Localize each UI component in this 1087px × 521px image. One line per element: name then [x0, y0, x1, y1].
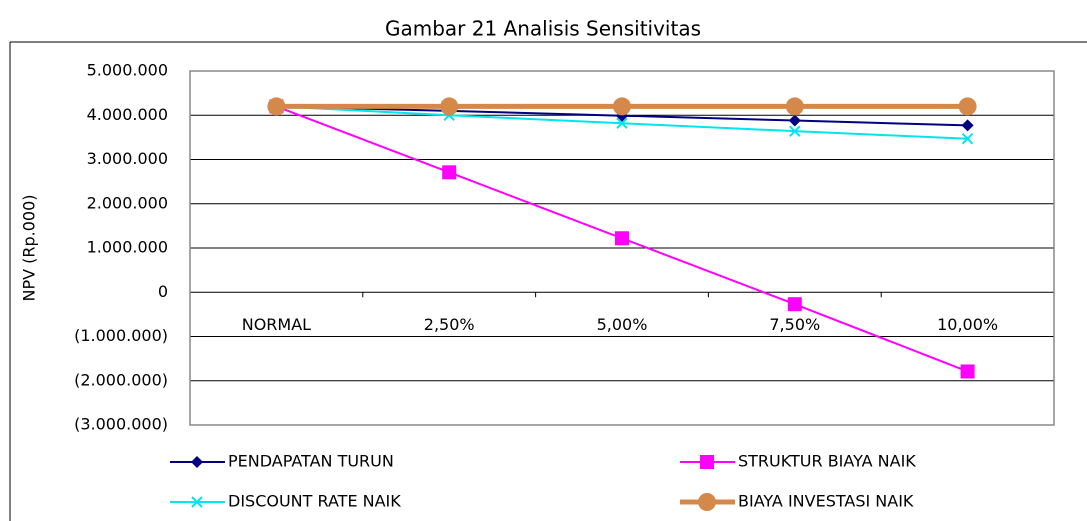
legend-label: DISCOUNT RATE NAIK: [228, 492, 401, 511]
marker: [442, 165, 457, 180]
x-tick-label: 2,50%: [424, 315, 475, 334]
marker: [615, 231, 629, 246]
legend-label: STRUKTUR BIAYA NAIK: [738, 452, 916, 471]
legend-label: BIAYA INVESTASI NAIK: [738, 492, 914, 511]
y-tick-label: 4.000.000: [87, 105, 168, 124]
y-axis-label: NPV (Rp.000): [20, 194, 39, 301]
marker: [613, 97, 631, 116]
y-tick-label: (1.000.000): [74, 326, 168, 345]
marker: [267, 97, 286, 116]
marker: [700, 455, 714, 469]
chart-title: Gambar 21 Analisis Sensitivitas: [385, 17, 701, 41]
marker: [440, 97, 459, 116]
marker: [960, 364, 975, 379]
y-tick-label: 3.000.000: [87, 149, 168, 168]
y-tick-label: 2.000.000: [87, 193, 168, 212]
marker: [788, 114, 801, 127]
y-tick-label: 0: [158, 282, 168, 301]
x-tick-label: 10,00%: [937, 315, 998, 334]
y-tick-label: 5.000.000: [87, 61, 168, 80]
marker: [191, 496, 203, 508]
marker: [191, 456, 203, 468]
x-tick-label: 5,00%: [597, 315, 648, 334]
y-tick-label: (2.000.000): [74, 370, 168, 389]
y-tick-label: (3.000.000): [74, 415, 168, 434]
marker: [958, 97, 977, 116]
marker: [961, 132, 974, 145]
plot-border: [189, 70, 1055, 426]
marker: [785, 97, 804, 116]
marker: [698, 493, 716, 511]
marker: [961, 119, 974, 132]
y-tick-label: 1.000.000: [87, 238, 168, 257]
legend-label: PENDAPATAN TURUN: [228, 452, 394, 471]
x-tick-label: NORMAL: [242, 315, 311, 334]
x-tick-label: 7,50%: [769, 315, 820, 334]
marker: [789, 125, 801, 137]
marker: [616, 117, 628, 129]
marker: [787, 297, 802, 312]
